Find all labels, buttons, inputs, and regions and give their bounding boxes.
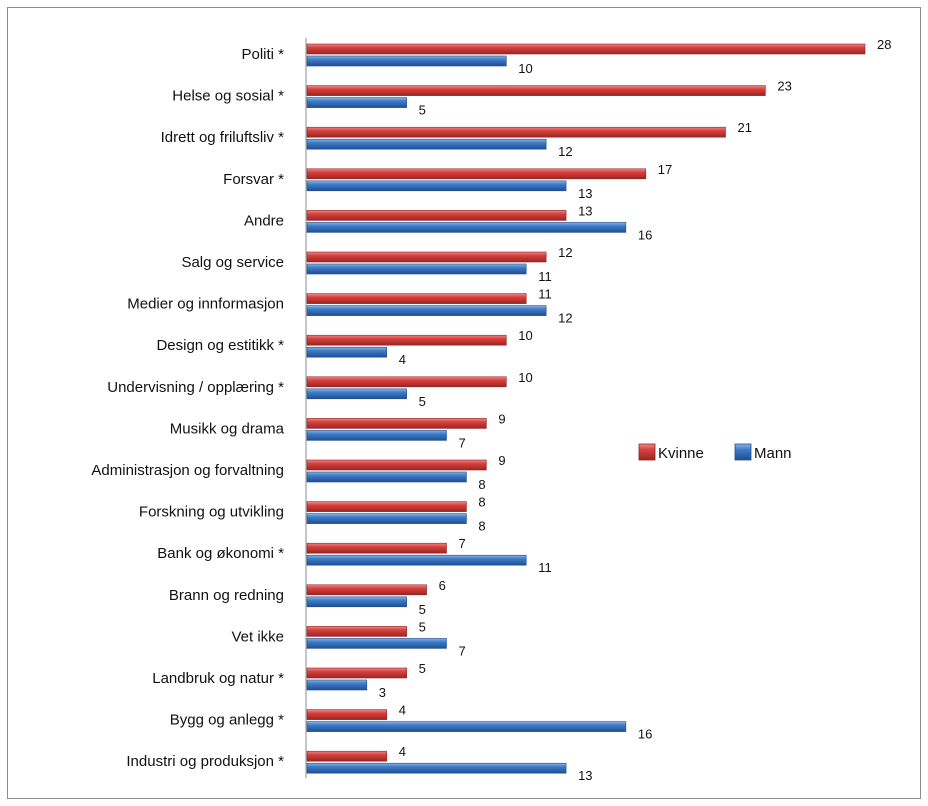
bar-kvinne: [306, 584, 427, 596]
bar-kvinne: [306, 418, 487, 429]
legend-swatch-mann: [734, 443, 752, 461]
data-label-mann: 16: [638, 727, 652, 742]
data-label-kvinne: 10: [518, 328, 532, 343]
data-label-mann: 7: [459, 435, 466, 450]
bar-kvinne: [306, 750, 388, 762]
data-label-kvinne: 4: [399, 744, 406, 759]
data-label-kvinne: 13: [578, 203, 592, 218]
legend: Kvinne Mann: [638, 443, 792, 462]
legend-swatch-kvinne: [638, 443, 656, 461]
legend-label-kvinne: Kvinne: [658, 445, 704, 462]
data-label-mann: 3: [379, 685, 386, 700]
data-label-kvinne: 10: [518, 370, 532, 385]
bar-mann: [306, 305, 547, 316]
data-label-mann: 16: [638, 227, 652, 242]
bar-mann: [306, 471, 467, 483]
data-label-kvinne: 7: [459, 536, 466, 551]
category-label: Musikk og drama: [170, 420, 285, 437]
category-label: Bank og økonomi *: [157, 545, 284, 562]
category-label: Andre: [244, 212, 284, 229]
data-label-kvinne: 6: [439, 578, 446, 593]
data-label-mann: 5: [419, 394, 426, 409]
bar-kvinne: [306, 210, 567, 221]
bar-kvinne: [306, 459, 487, 471]
data-label-mann: 13: [578, 186, 592, 201]
data-label-mann: 13: [578, 768, 592, 783]
data-label-kvinne: 23: [777, 79, 791, 94]
category-label: Bygg og anlegg *: [170, 712, 284, 729]
data-label-mann: 8: [478, 477, 485, 492]
bar-mann: [306, 721, 627, 732]
bar-kvinne: [306, 542, 447, 554]
data-label-mann: 7: [459, 643, 466, 658]
data-label-kvinne: 21: [738, 120, 752, 135]
category-label: Design og estitikk *: [156, 337, 284, 354]
data-label-mann: 5: [419, 602, 426, 617]
category-label: Administrasjon og forvaltning: [91, 462, 284, 479]
bar-mann: [306, 346, 388, 358]
bar-kvinne: [306, 168, 647, 180]
category-label: Brann og redning: [169, 587, 284, 604]
bar-mann: [306, 55, 507, 67]
category-label: Undervisning / opplæring *: [107, 379, 284, 396]
bar-kvinne: [306, 667, 407, 679]
bar-mann: [306, 596, 407, 608]
data-label-kvinne: 5: [419, 661, 426, 676]
category-label: Vet ikke: [231, 628, 284, 645]
bar-mann: [306, 513, 467, 524]
category-label: Industri og produksjon *: [126, 753, 284, 770]
data-label-mann: 8: [478, 519, 485, 534]
category-label: Politi *: [241, 46, 284, 63]
bar-mann: [306, 388, 407, 400]
bar-mann: [306, 554, 527, 566]
legend-label-mann: Mann: [754, 445, 792, 462]
data-label-kvinne: 9: [498, 453, 505, 468]
data-label-mann: 12: [558, 144, 572, 159]
data-label-kvinne: 9: [498, 411, 505, 426]
bar-kvinne: [306, 126, 726, 138]
bar-kvinne: [306, 251, 547, 263]
data-label-kvinne: 12: [558, 245, 572, 260]
bar-kvinne: [306, 376, 507, 388]
bar-mann: [306, 222, 627, 233]
bar-kvinne: [306, 334, 507, 346]
data-label-kvinne: 4: [399, 703, 406, 718]
category-label: Forsvar *: [223, 171, 284, 188]
data-label-kvinne: 8: [478, 495, 485, 510]
bar-kvinne: [306, 43, 866, 55]
bar-mann: [306, 762, 567, 774]
category-label: Medier og innformasjon: [127, 296, 284, 313]
data-label-kvinne: 5: [419, 619, 426, 634]
bar-kvinne: [306, 626, 407, 637]
bar-mann: [306, 430, 447, 441]
bar-mann: [306, 263, 527, 275]
data-label-mann: 11: [538, 269, 552, 284]
data-label-kvinne: 11: [538, 287, 552, 302]
data-label-kvinne: 28: [877, 37, 891, 52]
data-label-mann: 12: [558, 311, 572, 326]
category-label: Forskning og utvikling: [139, 504, 284, 521]
bar-mann: [306, 679, 368, 691]
category-label: Salg og service: [181, 254, 284, 271]
category-label: Idrett og friluftsliv *: [161, 129, 285, 146]
bar-mann: [306, 180, 567, 192]
bar-kvinne: [306, 293, 527, 304]
bar-mann: [306, 638, 447, 649]
data-label-mann: 11: [538, 560, 552, 575]
bar-kvinne: [306, 501, 467, 512]
category-label: Landbruk og natur *: [152, 670, 284, 687]
data-label-mann: 5: [419, 103, 426, 118]
bar-kvinne: [306, 85, 766, 96]
category-label: Helse og sosial *: [172, 88, 284, 105]
data-label-mann: 10: [518, 61, 532, 76]
bar-kvinne: [306, 709, 388, 720]
bar-mann: [306, 138, 547, 150]
data-label-mann: 4: [399, 352, 406, 367]
bar-mann: [306, 97, 407, 108]
data-label-kvinne: 17: [658, 162, 672, 177]
